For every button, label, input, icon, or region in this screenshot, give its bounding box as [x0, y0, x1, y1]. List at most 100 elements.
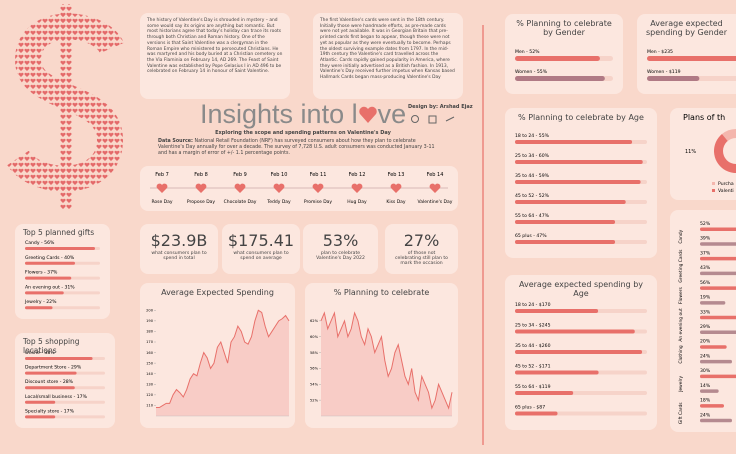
kpi-card: 27% of those not celebrating still plan t…: [385, 224, 458, 274]
divider: [482, 25, 484, 445]
kpi-card: $175.41 what consumers plan to spend on a…: [222, 224, 300, 274]
area: [321, 312, 452, 416]
bar-label: 25 to 34 - $245: [515, 323, 551, 329]
bar-label: 55 to 64 - $119: [515, 384, 551, 390]
heart-icon: [351, 183, 363, 193]
bar: [515, 240, 616, 244]
chart: Candy 52% 39% Greeting Cards 37% 43% Flowers 56…: [678, 221, 736, 424]
bar-label: 30%: [700, 368, 711, 374]
chart-card: 110 120 130 140 150 160 170 180 190 200 Average Ex…: [140, 283, 295, 428]
bar: [515, 391, 574, 395]
bar: [647, 56, 736, 61]
bar-label: 29%: [700, 324, 711, 330]
bar: [515, 309, 599, 313]
bar-label: Online - 38%: [25, 350, 55, 356]
bar: [700, 256, 736, 261]
kpi-card: 53% plan to celebrate Valentine's Day 202…: [303, 224, 378, 274]
timeline-day: Propose Day: [187, 199, 216, 205]
data-source-label: Data Source:: [158, 139, 193, 144]
bar-label: 65 plus - 47%: [515, 233, 547, 239]
title-part: Insights into l: [200, 99, 358, 129]
line: [320, 311, 453, 410]
history-text: The history of Valentine's Day is shroud…: [147, 18, 283, 75]
legend-label: Valenti: [718, 188, 734, 194]
history-card: The history of Valentine's Day is shroud…: [140, 13, 290, 99]
bar-label: 56%: [700, 280, 711, 286]
bar-label: Men - $235: [647, 49, 673, 55]
chart-title: % Planning to celebrate by Gender: [516, 19, 612, 38]
bar-label: 18 to 24 - $170: [515, 302, 551, 308]
bar: [25, 357, 93, 360]
chart: 18 to 24 - 55% 25 to 34 - 60% 35 to 44 - 5…: [515, 133, 647, 244]
bar-label: Local/small business - 17%: [25, 394, 88, 400]
y-tick-label: 150: [146, 361, 154, 365]
bar-label: 55 to 64 - 47%: [515, 213, 550, 219]
bar: [25, 386, 75, 390]
timeline-date: Feb 14: [427, 172, 444, 178]
bar-label: 20%: [700, 339, 711, 345]
bar: [647, 76, 700, 81]
kpi-caption: what consumers plan to spend in total: [151, 251, 207, 261]
y-tick-label: 170: [146, 340, 154, 344]
bar: [700, 374, 736, 379]
bar: [25, 276, 72, 280]
bar-label: 45 to 52 - 52%: [515, 193, 550, 199]
bar: [515, 200, 626, 204]
bar-label: 65 plus - $87: [515, 405, 545, 411]
y-tick-label: 160: [146, 351, 154, 355]
chart-card: Men - 52% Women - 55% % Planning to celebr…: [505, 14, 623, 94]
bar-label: 33%: [700, 309, 711, 315]
bar-label: Women - $119: [647, 69, 681, 75]
category-label: Flowers: [678, 286, 684, 304]
title-heart: [358, 106, 377, 123]
kpi-value: $175.41: [227, 231, 295, 250]
category-label: Clothing: [678, 345, 684, 363]
category-label: Candy: [678, 229, 684, 243]
bar: [700, 227, 736, 231]
bar-label: Department Store - 29%: [25, 365, 82, 371]
timeline-date: Feb 7: [155, 172, 169, 178]
bar-label: 39%: [700, 236, 711, 242]
bar: [515, 220, 616, 224]
y-tick-label: 60%: [310, 335, 319, 339]
timeline-day: Teddy Day: [266, 199, 291, 205]
bar-label: Specialty store - 17%: [25, 408, 75, 414]
bar: [700, 404, 724, 408]
bar: [700, 301, 726, 305]
kpi-value: 27%: [403, 231, 440, 250]
bar: [700, 345, 727, 349]
bar: [700, 389, 719, 393]
heart-icon: [312, 183, 324, 193]
legend-label: Purcha: [718, 181, 734, 187]
bar-label: Discount store - 28%: [25, 379, 74, 385]
data-source-text: National Retail Foundation (NRF) has sur…: [158, 139, 435, 157]
bar: [515, 411, 558, 416]
bar-label: 14%: [700, 383, 711, 389]
chart-title: Plans of th: [683, 113, 725, 122]
social-icons[interactable]: [410, 114, 460, 124]
bar: [515, 56, 600, 61]
bar: [25, 400, 56, 404]
bar-label: 25 to 34 - 60%: [515, 153, 550, 159]
timeline-date: Feb 11: [310, 172, 327, 178]
timeline-day: Valentine's Day: [418, 199, 453, 205]
heart-icon: [156, 183, 168, 193]
chart-title: Average expected spending by Gender: [645, 19, 728, 38]
bar: [515, 370, 599, 375]
chart-title: Average Expected Spending: [161, 288, 274, 297]
bar: [25, 371, 77, 375]
chart: Men - 52% Women - 55%: [515, 49, 613, 81]
area: [156, 310, 289, 416]
y-tick-label: 140: [146, 372, 154, 376]
legend-swatch: [712, 182, 715, 185]
timeline-day: Chocolate Day: [224, 199, 257, 205]
kpi-caption: plan to celebrate Valentine's Day 2022: [316, 251, 365, 261]
timeline-date: Feb 10: [271, 172, 288, 178]
bar: [25, 247, 95, 250]
line: [156, 309, 290, 409]
chart-card: Men - $235 Women - $119 Average expected s…: [637, 14, 736, 94]
bar-label: Greeting Cards - 40%: [25, 255, 75, 261]
category-label: Greeting Cards: [678, 249, 684, 283]
legend-swatch: [712, 189, 715, 192]
